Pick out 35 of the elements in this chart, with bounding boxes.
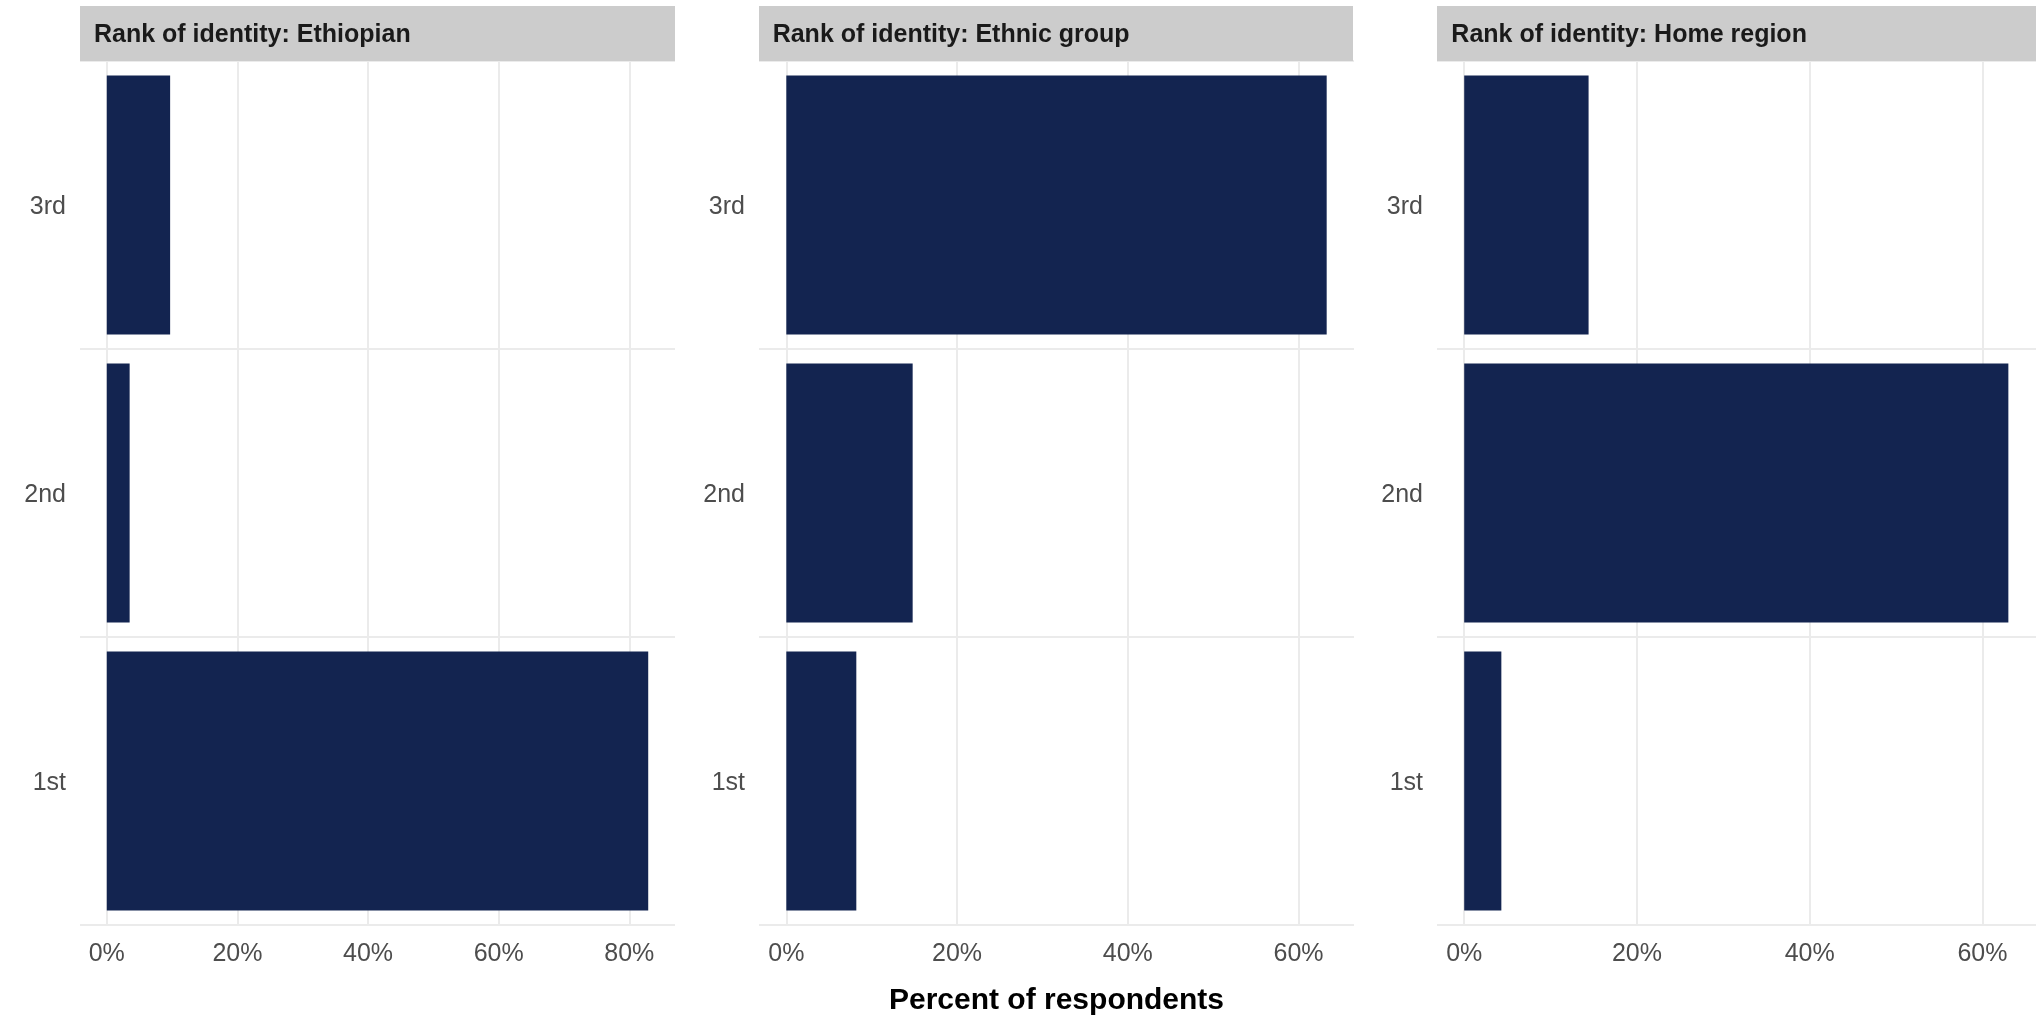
x-tick-label: 60% (473, 937, 524, 966)
bar (785, 363, 913, 623)
y-tick-label: 3rd (1387, 191, 1424, 219)
x-tick-label: 20% (931, 937, 982, 966)
x-tick-label: 80% (604, 937, 655, 966)
bar (785, 651, 856, 911)
x-tick-label: 40% (1785, 937, 1836, 966)
y-tick-label: 2nd (24, 479, 66, 507)
y-tick-label: 3rd (708, 191, 745, 219)
x-axis-title: Percent of respondents (888, 981, 1224, 1015)
x-tick-label: 0% (767, 937, 805, 966)
bar (106, 75, 171, 335)
x-tick-label: 60% (1273, 937, 1324, 966)
y-tick-label: 3rd (29, 191, 66, 219)
y-tick-label: 2nd (702, 479, 745, 507)
bar (1464, 651, 1502, 911)
bar (1464, 363, 2009, 623)
x-tick-label: 0% (88, 937, 125, 966)
bar (106, 363, 130, 623)
bar (1464, 75, 1589, 335)
bar (106, 651, 649, 911)
x-tick-label: 40% (343, 937, 394, 966)
y-tick-label: 1st (711, 767, 745, 795)
x-tick-label: 20% (1612, 937, 1663, 966)
x-tick-label: 20% (212, 937, 263, 966)
chart-title: Rank of identity: Ethnic group (758, 6, 1354, 61)
y-tick-label: 1st (32, 767, 67, 795)
y-tick-label: 2nd (1381, 479, 1424, 507)
x-tick-label: 40% (1102, 937, 1153, 966)
x-tick-label: 60% (1957, 937, 2008, 966)
y-tick-label: 1st (1389, 767, 1424, 795)
chart-title: Rank of identity: Home region (1437, 6, 2036, 61)
x-tick-label: 0% (1446, 937, 1483, 966)
chart-title: Rank of identity: Ethiopian (80, 6, 675, 61)
bar (785, 75, 1327, 335)
